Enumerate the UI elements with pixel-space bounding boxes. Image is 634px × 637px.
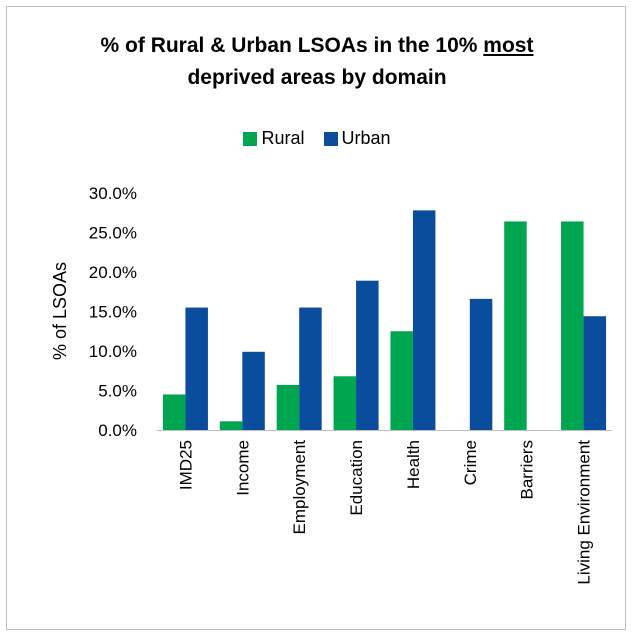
y-tick-label: 25.0%: [89, 224, 137, 243]
bar-rural: [561, 221, 584, 430]
y-tick-label: 15.0%: [89, 303, 137, 322]
y-tick-label: 30.0%: [89, 184, 137, 203]
bar-urban: [412, 210, 436, 430]
x-tick-label: Crime: [461, 440, 480, 485]
chart-legend: Rural Urban: [0, 128, 634, 151]
legend-item-urban: Urban: [323, 128, 391, 149]
bar-rural: [162, 394, 186, 430]
chart-title-line2: deprived areas by domain: [187, 66, 447, 89]
legend-label-rural: Rural: [261, 128, 305, 148]
bar-urban: [299, 307, 322, 430]
chart-title-underlined-word: most: [483, 34, 534, 57]
chart-title-line1: % of Rural & Urban LSOAs in the 10% most: [100, 34, 534, 57]
y-tick-label: 10.0%: [89, 342, 137, 361]
x-tick-label: IMD25: [176, 440, 195, 490]
bar-urban: [356, 280, 379, 430]
bar-urban: [242, 351, 265, 430]
x-tick-label: Education: [347, 440, 366, 516]
x-tick-label: Health: [404, 440, 423, 489]
legend-item-rural: Rural: [243, 128, 304, 149]
y-tick-label: 20.0%: [89, 263, 137, 282]
bar-rural: [504, 221, 527, 430]
bar-rural: [276, 384, 300, 430]
x-tick-label: Employment: [290, 440, 309, 535]
x-tick-label: Living Environment: [575, 440, 594, 585]
y-tick-label: 5.0%: [98, 382, 137, 401]
x-tick-label: Barriers: [518, 440, 537, 500]
x-tick-label: Income: [233, 440, 252, 496]
y-tick-label: 0.0%: [98, 421, 137, 440]
bar-urban: [185, 307, 208, 430]
bar-rural: [333, 376, 357, 430]
bar-urban: [469, 298, 493, 430]
legend-swatch-urban: [323, 131, 338, 146]
y-axis-label: % of LSOAs: [50, 262, 70, 360]
bar-rural: [390, 331, 413, 430]
legend-label-urban: Urban: [341, 128, 391, 148]
legend-swatch-rural: [243, 131, 258, 146]
bar-urban: [583, 316, 607, 430]
chart-title: % of Rural & Urban LSOAs in the 10% most…: [0, 30, 634, 94]
bar-rural: [219, 421, 243, 430]
